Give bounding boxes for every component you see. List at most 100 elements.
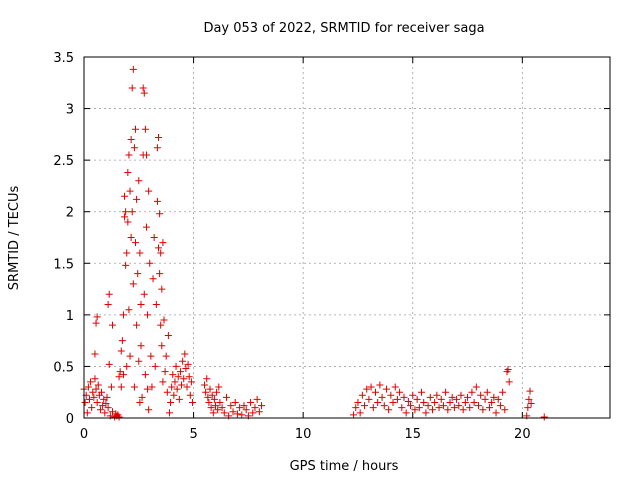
data-point [117, 347, 125, 355]
data-point [115, 413, 123, 421]
data-point [213, 388, 221, 396]
data-point [391, 383, 399, 391]
data-point [129, 280, 137, 288]
data-point [135, 357, 143, 365]
data-point [215, 383, 223, 391]
data-point [354, 399, 362, 407]
data-point [247, 399, 255, 407]
data-point [140, 290, 148, 298]
data-point [133, 195, 141, 203]
data-point [212, 402, 219, 410]
data-point [118, 337, 126, 345]
data-point [116, 368, 124, 376]
data-point [501, 406, 509, 414]
data-point [96, 406, 104, 414]
data-point [140, 89, 148, 97]
data-point [141, 371, 149, 379]
data-point [137, 301, 145, 309]
data-point [201, 381, 209, 389]
y-tick-label: 3 [66, 103, 74, 118]
data-point [130, 383, 138, 391]
data-point [172, 362, 180, 370]
data-point [385, 406, 393, 414]
y-tick-label: 3.5 [53, 51, 74, 66]
data-point [81, 399, 89, 407]
data-point [481, 395, 489, 403]
data-point [525, 395, 533, 403]
data-point [175, 395, 183, 403]
data-point [494, 395, 502, 403]
data-point [179, 357, 187, 365]
data-point [352, 404, 360, 412]
data-point [107, 383, 115, 391]
data-point [87, 378, 95, 386]
data-point [89, 388, 97, 396]
data-point [83, 409, 91, 417]
data-point [442, 388, 450, 396]
data-point [145, 187, 153, 195]
y-tick-label: 1 [66, 309, 74, 324]
data-point [426, 393, 434, 401]
data-point [435, 404, 443, 412]
data-point [98, 388, 106, 396]
data-point [139, 84, 147, 92]
data-point [490, 393, 498, 401]
data-point [363, 385, 371, 393]
data-point [135, 177, 143, 185]
data-point [141, 125, 149, 133]
data-point [138, 393, 146, 401]
data-point [229, 408, 237, 416]
data-point [187, 378, 195, 386]
data-point [119, 311, 127, 319]
data-point [461, 399, 469, 407]
data-point [101, 409, 109, 417]
data-point [182, 364, 190, 372]
data-point [540, 413, 548, 421]
data-point [103, 393, 111, 401]
data-point [105, 290, 113, 298]
data-point [170, 391, 178, 399]
data-point [240, 402, 248, 410]
data-point [155, 133, 163, 141]
data-point [130, 144, 138, 152]
data-point [420, 399, 428, 407]
data-point [206, 385, 214, 393]
data-point [84, 383, 92, 391]
data-point [242, 406, 250, 414]
data-point [127, 234, 135, 241]
data-point [485, 404, 493, 412]
data-point [505, 378, 513, 386]
data-point [499, 388, 507, 396]
data-point [88, 404, 96, 412]
data-point [148, 383, 156, 391]
y-tick-label: 2 [66, 206, 74, 221]
data-point [249, 409, 257, 417]
data-point [356, 409, 364, 417]
data-point [455, 402, 463, 410]
data-point [156, 270, 164, 278]
data-point [156, 210, 164, 218]
data-point [422, 409, 430, 417]
data-point [415, 404, 423, 412]
data-point [93, 399, 101, 407]
data-point [132, 239, 140, 247]
data-point [233, 410, 241, 418]
data-point [93, 313, 101, 321]
data-point [91, 350, 99, 358]
data-point [174, 373, 182, 381]
data-point [202, 388, 210, 396]
data-point [367, 383, 375, 391]
data-point [92, 319, 100, 327]
data-point [180, 375, 188, 383]
data-point [125, 306, 133, 314]
data-point [411, 406, 419, 414]
axis-ticks [83, 56, 610, 419]
data-point [526, 387, 534, 395]
data-point [171, 378, 179, 386]
data-point [167, 399, 175, 407]
data-point [227, 402, 235, 410]
plot-frame [83, 56, 611, 419]
data-point [231, 399, 239, 407]
data-point [483, 388, 491, 396]
